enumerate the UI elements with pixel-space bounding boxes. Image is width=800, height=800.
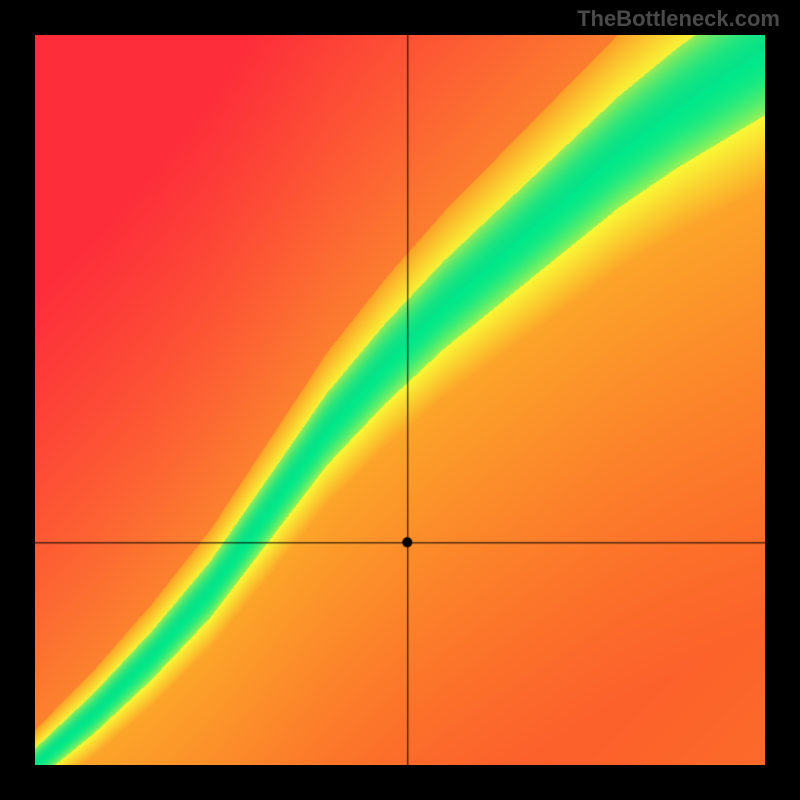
watermark-text: TheBottleneck.com	[577, 6, 780, 32]
heatmap-plot	[35, 35, 765, 765]
heatmap-canvas	[35, 35, 765, 765]
